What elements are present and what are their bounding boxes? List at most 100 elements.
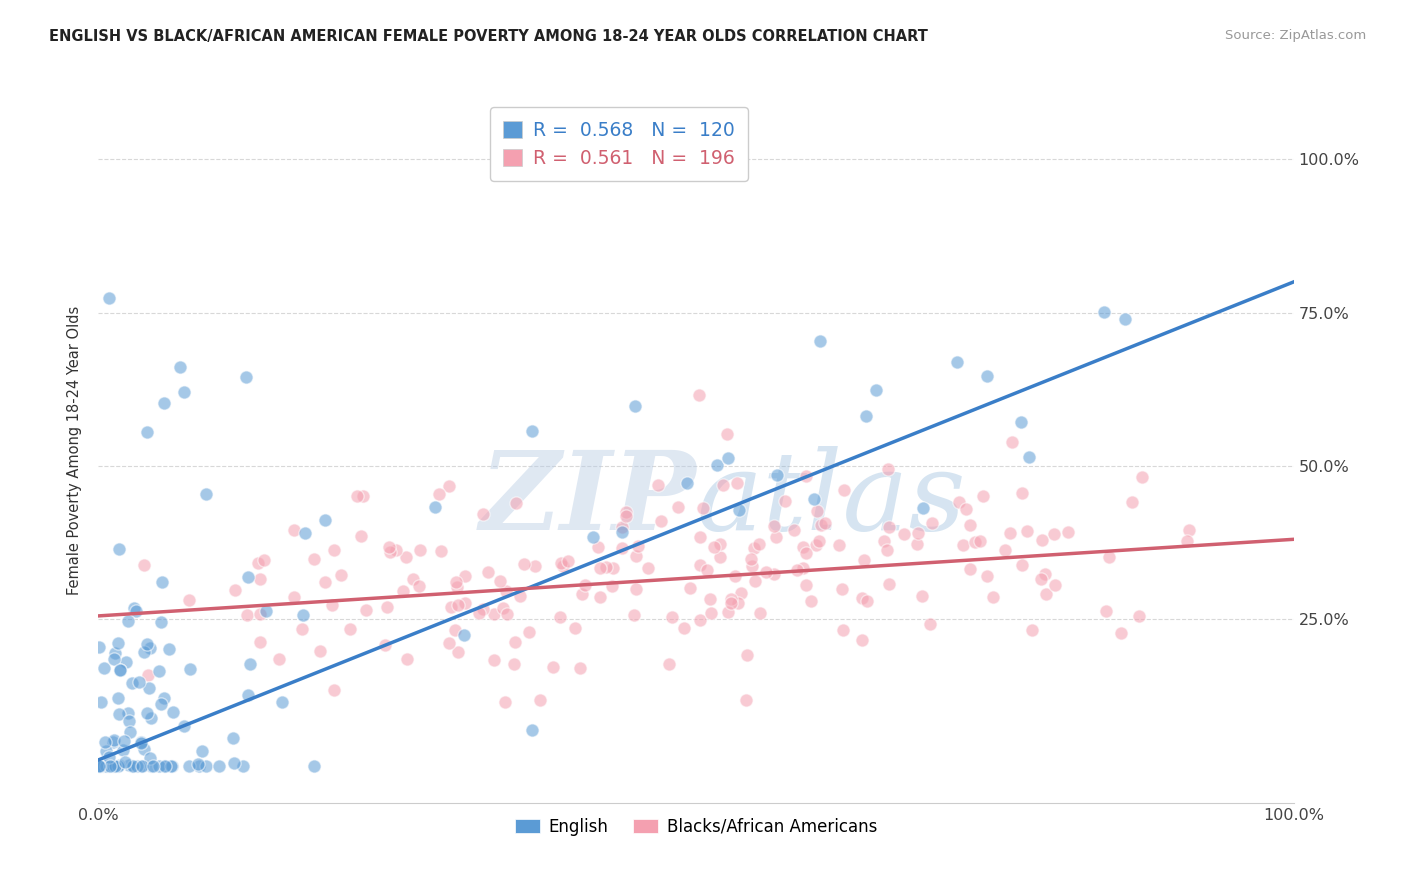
Point [139, 711, 162, 725]
Point [124, 604, 146, 618]
Point [187, 756, 209, 771]
Point [118, 758, 141, 772]
Point [468, 607, 491, 621]
Point [709, 537, 731, 551]
Point [807, 534, 830, 549]
Text: ENGLISH VS BLACK/AFRICAN AMERICAN FEMALE POVERTY AMONG 18-24 YEAR OLDS CORRELATI: ENGLISH VS BLACK/AFRICAN AMERICAN FEMALE… [49, 29, 928, 44]
Point [107, 706, 129, 721]
Point [637, 561, 659, 575]
Point [148, 665, 170, 679]
Point [672, 621, 695, 635]
Point [385, 542, 408, 557]
Point [427, 487, 450, 501]
Point [735, 693, 758, 707]
Point [153, 759, 176, 773]
Point [688, 388, 710, 402]
Point [139, 759, 162, 773]
Point [912, 501, 935, 516]
Point [786, 563, 808, 577]
Point [108, 541, 131, 556]
Point [907, 525, 929, 540]
Point [1011, 485, 1033, 500]
Point [658, 657, 681, 671]
Point [437, 636, 460, 650]
Point [520, 424, 543, 438]
Point [744, 574, 766, 588]
Point [402, 572, 425, 586]
Point [700, 606, 723, 620]
Point [153, 759, 176, 773]
Point [877, 462, 900, 476]
Point [477, 565, 499, 579]
Point [247, 556, 270, 570]
Point [120, 725, 142, 739]
Point [550, 556, 572, 570]
Point [1011, 558, 1033, 573]
Point [876, 543, 898, 558]
Point [865, 383, 887, 397]
Point [832, 623, 855, 637]
Point [447, 645, 470, 659]
Point [103, 646, 125, 660]
Point [614, 505, 637, 519]
Point [523, 558, 546, 573]
Point [329, 567, 352, 582]
Point [138, 681, 160, 695]
Point [93, 661, 115, 675]
Point [249, 607, 271, 622]
Point [238, 570, 260, 584]
Point [283, 591, 305, 605]
Point [239, 657, 262, 671]
Point [513, 557, 536, 571]
Point [495, 584, 517, 599]
Point [692, 500, 714, 515]
Point [800, 594, 823, 608]
Point [855, 409, 877, 423]
Point [564, 621, 586, 635]
Point [548, 610, 571, 624]
Point [97, 750, 120, 764]
Point [696, 563, 718, 577]
Point [118, 714, 141, 728]
Point [610, 541, 633, 555]
Point [440, 599, 463, 614]
Point [235, 370, 257, 384]
Point [1010, 416, 1032, 430]
Point [689, 614, 711, 628]
Point [101, 735, 124, 749]
Point [626, 582, 648, 596]
Point [308, 644, 330, 658]
Point [794, 578, 817, 592]
Point [1033, 566, 1056, 581]
Point [702, 540, 724, 554]
Point [90, 695, 112, 709]
Point [177, 759, 200, 773]
Point [302, 551, 325, 566]
Point [602, 560, 624, 574]
Point [153, 396, 176, 410]
Point [135, 425, 157, 440]
Point [730, 586, 752, 600]
Point [998, 526, 1021, 541]
Point [717, 606, 740, 620]
Point [107, 759, 129, 773]
Point [283, 523, 305, 537]
Point [115, 655, 138, 669]
Point [236, 688, 259, 702]
Point [727, 595, 749, 609]
Point [505, 496, 527, 510]
Point [409, 543, 432, 558]
Point [160, 759, 183, 773]
Point [689, 530, 711, 544]
Point [588, 591, 610, 605]
Point [271, 695, 294, 709]
Point [131, 759, 153, 773]
Point [103, 759, 125, 773]
Point [586, 540, 609, 554]
Point [121, 759, 143, 773]
Text: Source: ZipAtlas.com: Source: ZipAtlas.com [1226, 29, 1367, 42]
Point [1094, 604, 1116, 618]
Point [853, 552, 876, 566]
Point [314, 575, 336, 590]
Point [322, 682, 344, 697]
